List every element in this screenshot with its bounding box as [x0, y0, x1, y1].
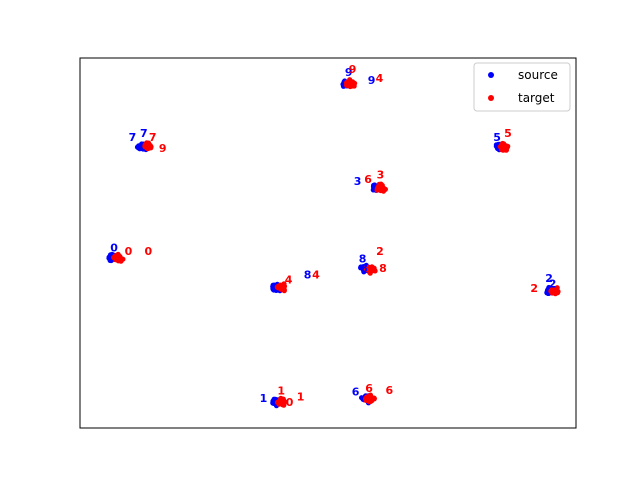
target-point-digit-0 [112, 253, 118, 260]
source-digit-label: 8 [359, 253, 367, 266]
target-point-digit-4 [281, 281, 287, 287]
target-digit-label: 1 [297, 390, 305, 403]
source-digit-label: 7 [129, 131, 137, 144]
target-digit-label: 9 [349, 63, 357, 76]
target-digit-label: 7 [149, 131, 157, 144]
source-digit-label: 1 [260, 392, 268, 405]
axes-frame [79, 57, 577, 429]
target-digit-label: 6 [364, 173, 372, 186]
target-digit-label: 4 [376, 72, 384, 85]
target-point-digit-9 [346, 81, 352, 87]
legend: source target [473, 62, 571, 112]
target-digit-label: 4 [312, 269, 320, 282]
target-digit-label: 3 [377, 168, 385, 181]
target-digit-label: 5 [504, 127, 512, 140]
target-point-digit-8 [370, 267, 376, 273]
target-point-digit-4 [280, 287, 286, 293]
source-digit-label: 8 [360, 262, 368, 275]
target-digit-label: 8 [379, 262, 387, 275]
target-point-digit-1 [279, 400, 285, 406]
legend-marker-target [488, 95, 494, 101]
legend-box [473, 62, 571, 112]
target-point-digit-3 [375, 185, 381, 191]
target-digit-label: 4 [285, 274, 293, 287]
source-digit-label: 2 [545, 272, 553, 285]
target-point-digit-8 [363, 266, 369, 272]
target-point-digit-7 [145, 146, 151, 152]
source-digit-label: 2 [549, 277, 557, 290]
target-point-digit-5 [501, 142, 507, 148]
target-digit-label: 6 [365, 382, 373, 395]
target-digit-label: 0 [125, 245, 133, 258]
target-digit-label: 9 [159, 142, 167, 155]
target-digit-label: 0 [286, 396, 294, 409]
source-digit-label: 6 [352, 385, 360, 398]
legend-label-target: target [518, 91, 555, 105]
source-digit-label: 3 [354, 175, 362, 188]
source-digit-label: 7 [140, 127, 148, 140]
source-digit-label: 5 [493, 131, 501, 144]
target-digit-label: 2 [530, 282, 538, 295]
source-digit-label: 9 [345, 66, 353, 79]
target-point-digit-2 [551, 288, 557, 294]
legend-marker-source [488, 72, 494, 78]
target-points [111, 77, 561, 408]
target-digit-label: 0 [145, 245, 153, 258]
target-point-digit-6 [371, 395, 377, 401]
source-digit-label: 0 [110, 242, 118, 255]
target-point-digit-5 [503, 147, 509, 153]
target-digit-label: 1 [277, 385, 285, 398]
source-digit-label: 9 [368, 74, 376, 87]
target-digit-label: 6 [386, 384, 394, 397]
target-digit-label: 2 [376, 245, 384, 258]
legend-label-source: source [518, 68, 558, 82]
source-point-digit-7 [138, 145, 144, 151]
source-digit-label: 8 [304, 269, 312, 282]
target-point-digit-4 [275, 283, 282, 289]
